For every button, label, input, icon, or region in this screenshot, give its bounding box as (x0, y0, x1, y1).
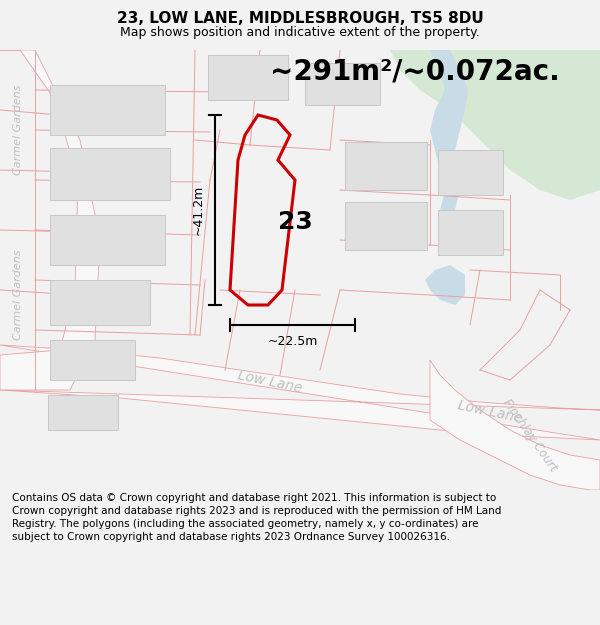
Polygon shape (430, 50, 468, 210)
Bar (345, 142, 427, 190)
Text: Carmel Gardens: Carmel Gardens (13, 85, 23, 175)
Polygon shape (430, 360, 600, 490)
Text: ~41.2m: ~41.2m (192, 185, 205, 235)
Text: 23: 23 (278, 210, 313, 234)
Bar (50, 85, 165, 135)
Text: ~291m²/~0.072ac.: ~291m²/~0.072ac. (270, 58, 560, 86)
Bar (438, 150, 503, 195)
Bar (305, 63, 380, 105)
Text: Contains OS data © Crown copyright and database right 2021. This information is : Contains OS data © Crown copyright and d… (12, 492, 502, 542)
Polygon shape (480, 50, 600, 150)
Bar (48, 395, 118, 430)
Text: Low Lane: Low Lane (457, 398, 523, 426)
Polygon shape (425, 265, 465, 305)
Polygon shape (0, 50, 100, 390)
Text: Low Lane: Low Lane (236, 368, 304, 396)
Bar (50, 148, 170, 200)
Polygon shape (0, 345, 600, 440)
Bar (50, 340, 135, 380)
Text: ~22.5m: ~22.5m (268, 335, 317, 348)
Bar (50, 215, 165, 265)
Bar (208, 55, 288, 100)
Text: 23, LOW LANE, MIDDLESBROUGH, TS5 8DU: 23, LOW LANE, MIDDLESBROUGH, TS5 8DU (116, 11, 484, 26)
Bar (438, 210, 503, 255)
Text: Carmel Gardens: Carmel Gardens (13, 250, 23, 340)
Text: Map shows position and indicative extent of the property.: Map shows position and indicative extent… (120, 26, 480, 39)
Bar (50, 280, 150, 325)
Bar (345, 202, 427, 250)
Polygon shape (390, 50, 600, 200)
Text: Finchlay Court: Finchlay Court (500, 396, 560, 474)
